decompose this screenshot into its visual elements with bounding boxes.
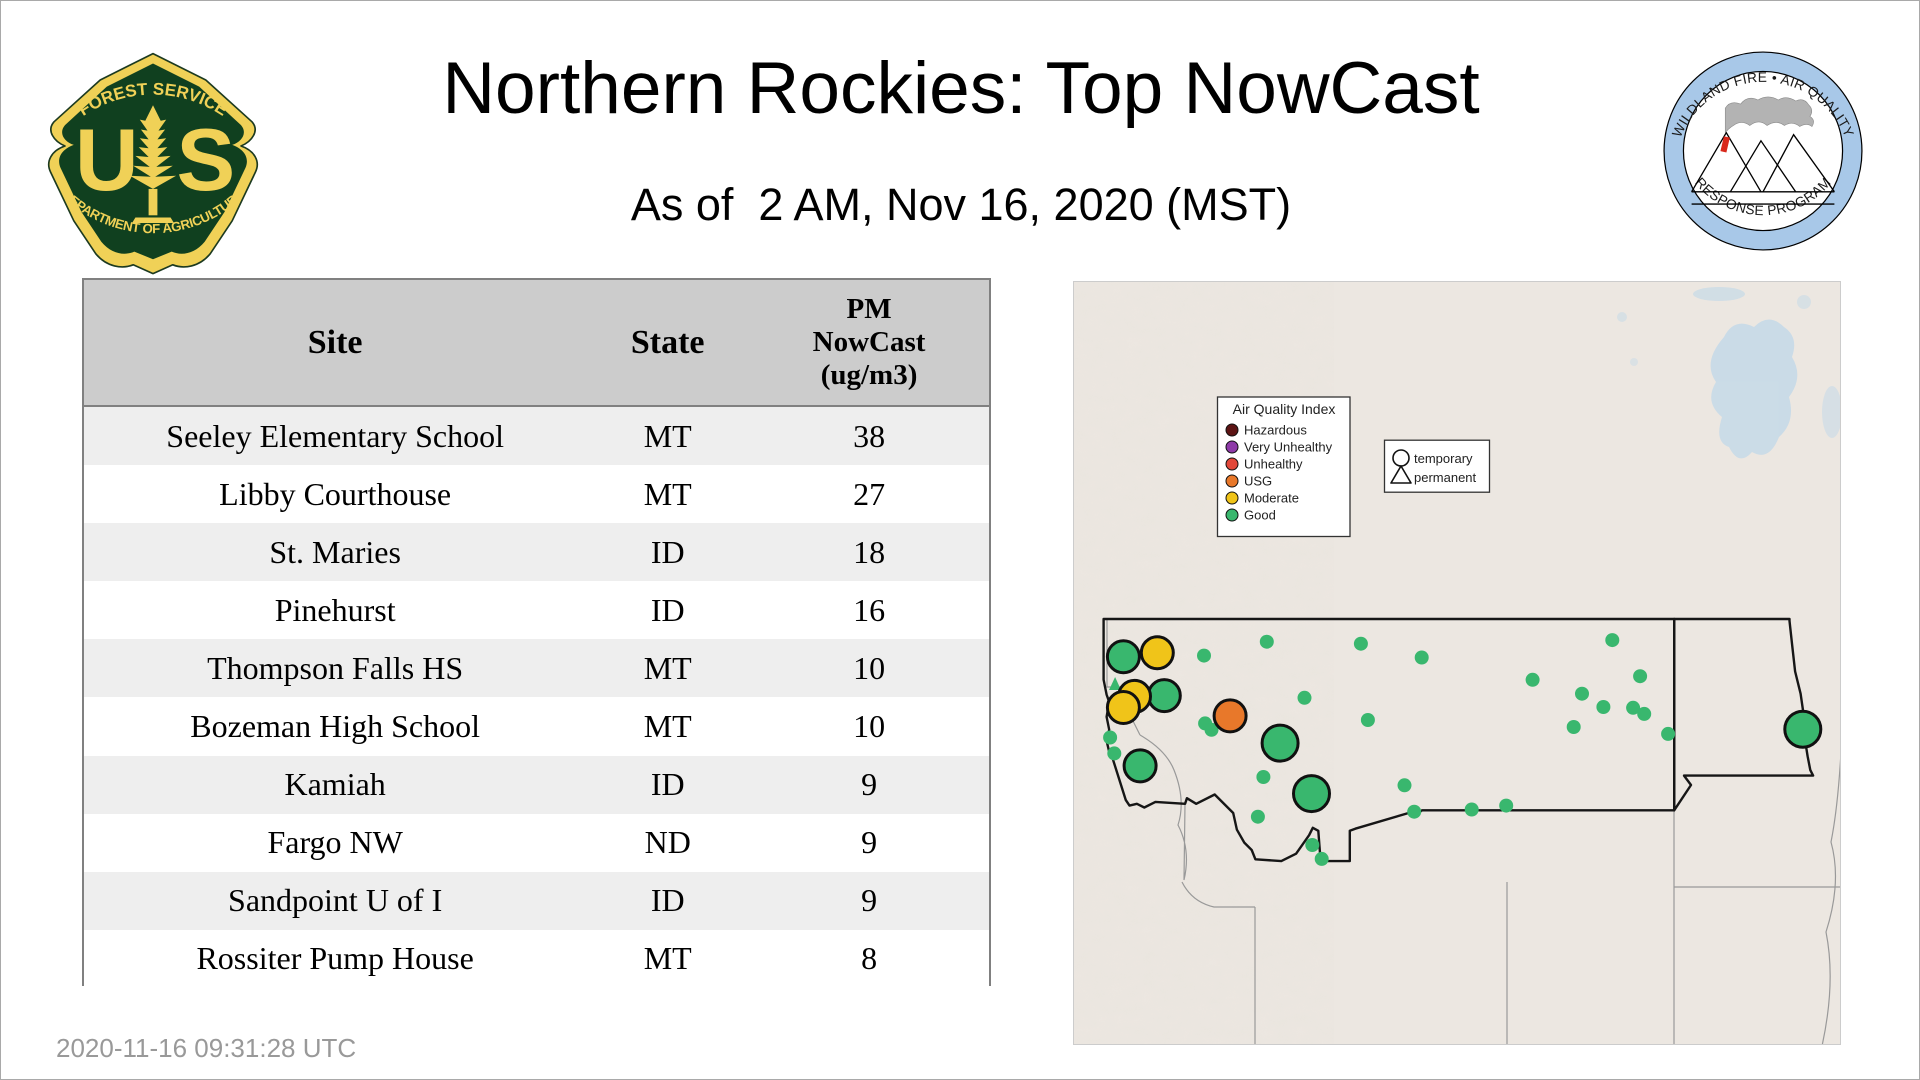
svg-text:USG: USG bbox=[1244, 474, 1272, 489]
svg-text:Good: Good bbox=[1244, 508, 1276, 523]
svg-text:Unhealthy: Unhealthy bbox=[1244, 457, 1303, 472]
svg-text:Hazardous: Hazardous bbox=[1244, 423, 1307, 438]
svg-text:permanent: permanent bbox=[1414, 470, 1477, 485]
svg-text:Very Unhealthy: Very Unhealthy bbox=[1244, 440, 1333, 455]
svg-text:Air Quality Index: Air Quality Index bbox=[1233, 401, 1336, 417]
svg-text:temporary: temporary bbox=[1414, 451, 1473, 466]
svg-text:Moderate: Moderate bbox=[1244, 491, 1299, 506]
